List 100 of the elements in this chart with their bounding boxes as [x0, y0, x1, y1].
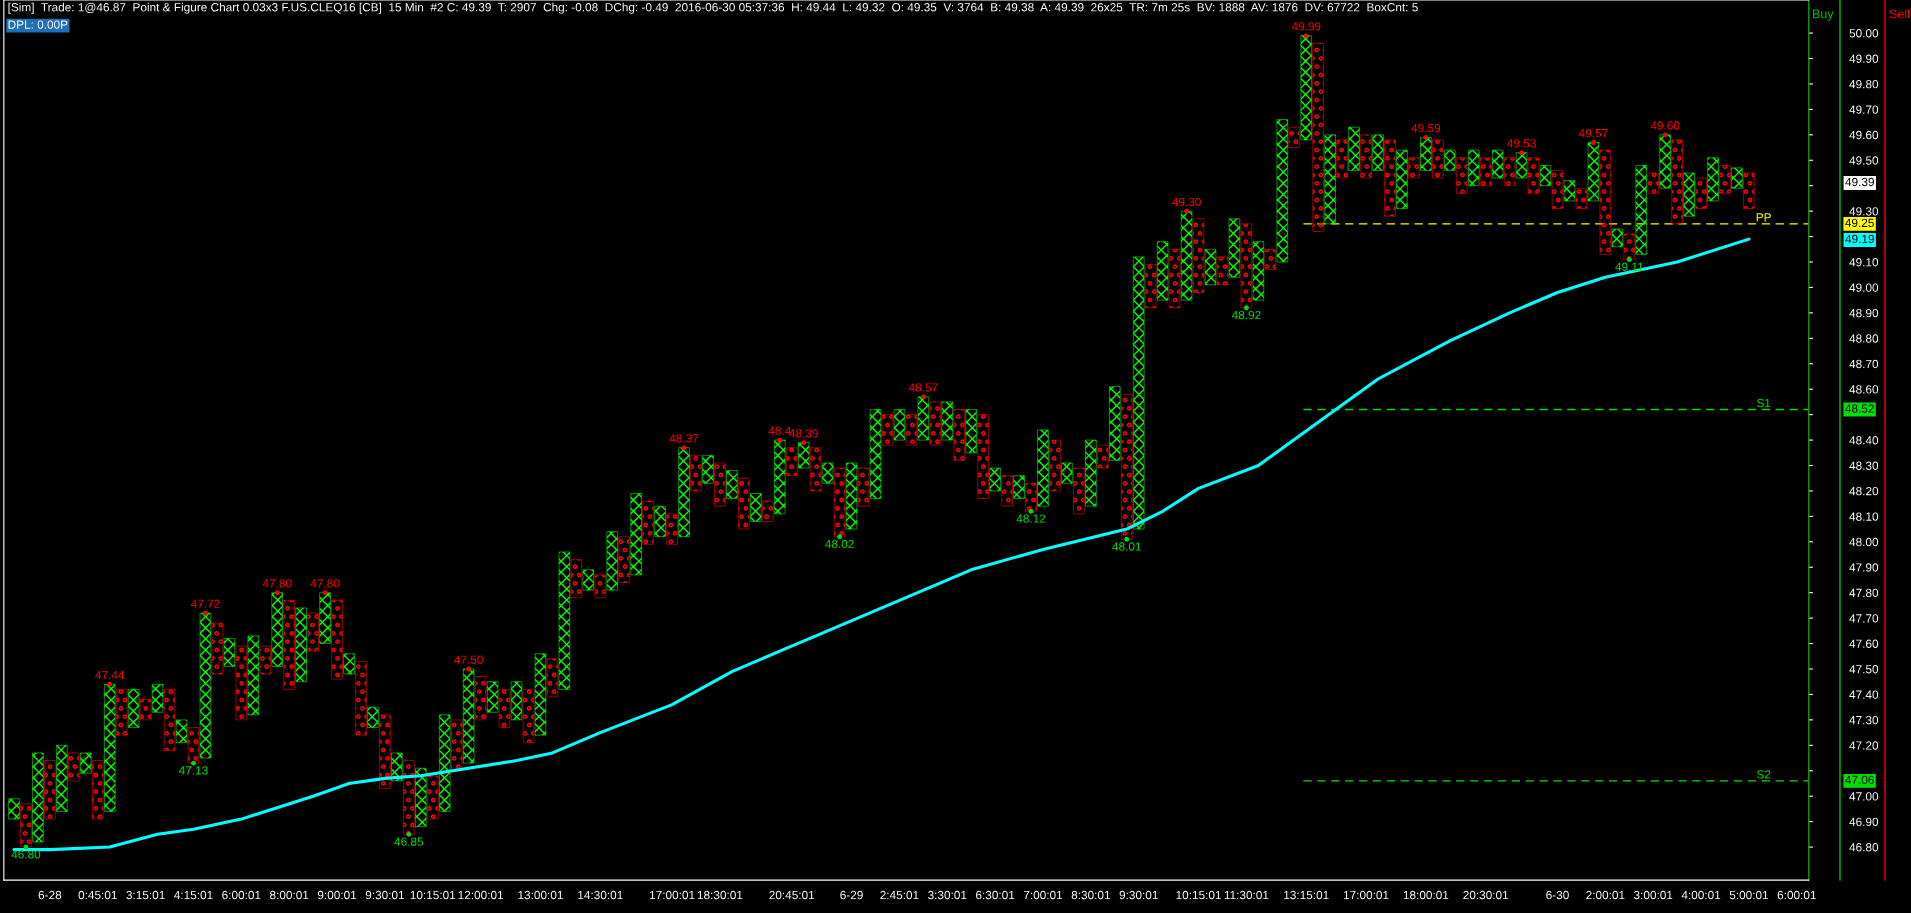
y-tick-label: 49.70: [1849, 105, 1879, 114]
point: [274, 590, 280, 596]
text: Sell: [1889, 9, 1910, 19]
bar: [1061, 462, 1073, 484]
text: 49.25: [1845, 218, 1874, 228]
bar: [1049, 439, 1061, 492]
x-tick-label: 12:00:01: [458, 890, 504, 900]
y-tick-label: 49.50: [1849, 156, 1879, 165]
y-tick-label: 47.90: [1849, 563, 1879, 572]
bar: [1587, 142, 1600, 202]
text: 47.06: [1845, 775, 1874, 785]
y-tick-label: 49.00: [1849, 283, 1879, 292]
bar: [1456, 157, 1468, 194]
bar: [104, 683, 116, 812]
x-tick-label: 6:00:01: [1777, 890, 1816, 900]
y-tick-label: 48.00: [1849, 537, 1879, 547]
bar: [271, 592, 283, 667]
bar: [1145, 264, 1157, 309]
x-tick-label: 3:15:01: [126, 890, 165, 900]
bar: [1276, 119, 1288, 263]
data-label: 49.99: [1291, 22, 1321, 31]
point: [777, 437, 783, 443]
bar: [630, 493, 642, 576]
data-label: 48.02: [825, 539, 854, 549]
bar: [786, 447, 798, 476]
bar: [809, 447, 822, 492]
bar: [869, 409, 882, 499]
x-tick-label: 9:30:01: [1119, 890, 1158, 900]
bar: [1264, 249, 1276, 270]
bar: [905, 414, 918, 446]
bar: [1336, 139, 1348, 179]
point: [1423, 134, 1429, 140]
bar: [1192, 218, 1205, 293]
bar: [415, 767, 427, 827]
text: 49.39: [1845, 177, 1874, 187]
bar: [1384, 139, 1396, 217]
data-label: 46.85: [394, 837, 424, 846]
x-tick-label: 13:00:01: [518, 890, 563, 900]
point: [1590, 140, 1596, 145]
data-label: 48.57: [908, 383, 938, 392]
bar: [666, 513, 678, 545]
bar: [1468, 149, 1480, 186]
bar: [762, 500, 774, 522]
data-label: 47.72: [190, 599, 220, 608]
bar: [474, 676, 487, 721]
bar: [163, 689, 176, 751]
bar: [1671, 139, 1683, 225]
bar: [1683, 172, 1695, 217]
bar: [857, 467, 870, 507]
bar: [283, 600, 295, 690]
y-tick-label: 47.00: [1849, 792, 1879, 801]
bar: [714, 462, 726, 507]
bar: [44, 760, 56, 820]
bar: [1551, 170, 1564, 209]
bar: [1492, 149, 1504, 179]
point: [1303, 33, 1309, 39]
data-label: 48.01: [1112, 542, 1141, 551]
bar: [1396, 149, 1408, 209]
bar: [606, 531, 618, 591]
bar: [235, 645, 247, 721]
bar: [8, 798, 20, 820]
bar: [403, 760, 415, 835]
bar: [1563, 180, 1576, 202]
data-label: 49.53: [1507, 139, 1536, 148]
bar: [774, 439, 786, 515]
bar: [977, 414, 989, 499]
bar: [1312, 42, 1324, 232]
bar: [510, 681, 523, 721]
bar: [1731, 167, 1743, 189]
point: [1626, 257, 1632, 262]
bar: [1156, 241, 1169, 301]
y-tick-label: 48.90: [1849, 308, 1879, 318]
bar: [1300, 35, 1312, 141]
point: [681, 445, 687, 451]
y-tick-label: 47.50: [1849, 665, 1879, 674]
bar: [80, 752, 92, 774]
bar: [151, 683, 164, 713]
x-tick-label: 17:00:01: [650, 890, 695, 900]
bar: [498, 689, 511, 728]
x-tick-label: 7:00:01: [1023, 890, 1063, 900]
bar: [92, 760, 104, 820]
bar: [1228, 218, 1241, 278]
bar: [32, 752, 44, 843]
bar: [116, 689, 128, 736]
data-label: 47.13: [178, 766, 208, 775]
bar: [1324, 134, 1336, 225]
text: Buy: [1813, 9, 1834, 21]
bar: [582, 569, 594, 591]
data-label: 48.37: [669, 434, 699, 443]
bar: [331, 600, 343, 680]
bar: [1420, 137, 1432, 171]
bar: [367, 706, 379, 728]
point: [1184, 208, 1190, 214]
bar: [486, 681, 499, 713]
y-tick-label: 49.80: [1849, 79, 1879, 89]
bar: [642, 500, 654, 545]
bar: [558, 551, 571, 690]
bar: [1073, 467, 1085, 515]
bar: [1743, 172, 1755, 209]
bar: [1695, 177, 1707, 209]
